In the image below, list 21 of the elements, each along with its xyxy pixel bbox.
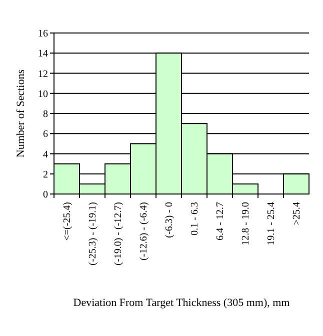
x-tick-label: (-25.3) - (-19.1) (87, 202, 98, 266)
y-axis-title: Number of Sections (15, 70, 27, 158)
y-tick-label: 14 (38, 48, 48, 60)
x-tick-label: 19.1 - 25.4 (266, 202, 277, 246)
y-tick-label: 4 (43, 149, 48, 160)
x-tick-label: 0.1 - 6.3 (189, 202, 200, 236)
y-tick-label: 8 (43, 109, 48, 120)
x-tick-label: (-12.6) - (-6.4) (138, 202, 150, 260)
x-tick-label: 12.8 - 19.0 (240, 202, 252, 246)
x-tick-label: >25.4 (291, 202, 302, 226)
x-tick-label: (-19.0) - (-12.7) (112, 202, 124, 266)
y-tick-label: 0 (43, 190, 48, 200)
y-tick-label: 6 (43, 129, 48, 140)
x-axis-title: Deviation From Target Thickness (305 mm), mm (73, 297, 290, 309)
x-tick-label: <=(-25.4) (62, 202, 73, 241)
y-tick-label: 2 (43, 169, 48, 180)
x-tick-label: (-6.3) - 0 (164, 202, 175, 238)
x-tick-label: 6.4 - 12.7 (214, 202, 226, 240)
y-tick-label: 16 (38, 28, 48, 40)
y-tick-label: 12 (38, 68, 48, 80)
y-tick-label: 10 (38, 88, 48, 100)
